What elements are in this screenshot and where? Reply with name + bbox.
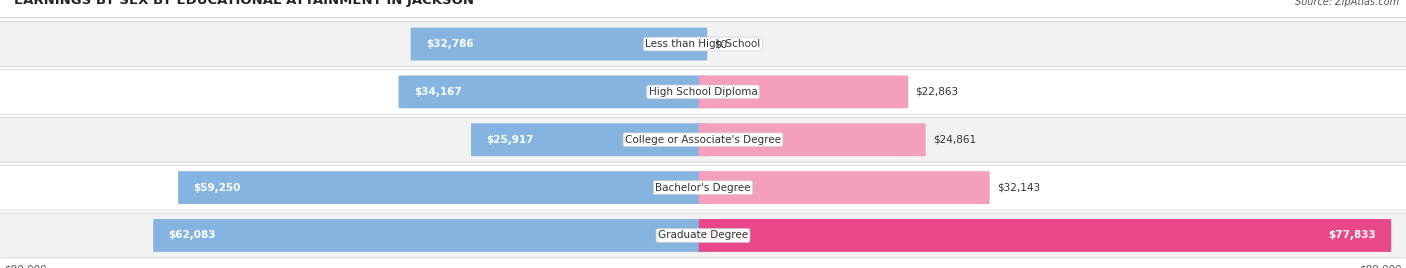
Text: $59,250: $59,250: [194, 183, 240, 193]
Text: $0: $0: [714, 39, 727, 49]
Text: $25,917: $25,917: [486, 135, 534, 145]
FancyBboxPatch shape: [411, 28, 707, 61]
Text: EARNINGS BY SEX BY EDUCATIONAL ATTAINMENT IN JACKSON: EARNINGS BY SEX BY EDUCATIONAL ATTAINMEN…: [14, 0, 474, 7]
FancyBboxPatch shape: [398, 76, 707, 108]
Text: $24,861: $24,861: [932, 135, 976, 145]
Text: $80,000: $80,000: [4, 264, 46, 268]
Text: Bachelor's Degree: Bachelor's Degree: [655, 183, 751, 193]
FancyBboxPatch shape: [0, 213, 1406, 258]
Text: $22,863: $22,863: [915, 87, 959, 97]
Text: High School Diploma: High School Diploma: [648, 87, 758, 97]
Text: College or Associate's Degree: College or Associate's Degree: [626, 135, 780, 145]
FancyBboxPatch shape: [699, 219, 1391, 252]
FancyBboxPatch shape: [0, 69, 1406, 114]
Text: $32,786: $32,786: [426, 39, 474, 49]
FancyBboxPatch shape: [0, 117, 1406, 162]
FancyBboxPatch shape: [179, 171, 707, 204]
Text: Less than High School: Less than High School: [645, 39, 761, 49]
Text: Source: ZipAtlas.com: Source: ZipAtlas.com: [1295, 0, 1399, 7]
Text: $62,083: $62,083: [169, 230, 217, 240]
Text: $80,000: $80,000: [1360, 264, 1402, 268]
Text: $34,167: $34,167: [413, 87, 461, 97]
Text: $77,833: $77,833: [1327, 230, 1375, 240]
FancyBboxPatch shape: [153, 219, 707, 252]
FancyBboxPatch shape: [699, 76, 908, 108]
FancyBboxPatch shape: [699, 123, 925, 156]
Text: $32,143: $32,143: [997, 183, 1040, 193]
FancyBboxPatch shape: [471, 123, 707, 156]
FancyBboxPatch shape: [0, 165, 1406, 210]
Text: Graduate Degree: Graduate Degree: [658, 230, 748, 240]
FancyBboxPatch shape: [699, 171, 990, 204]
FancyBboxPatch shape: [0, 22, 1406, 66]
